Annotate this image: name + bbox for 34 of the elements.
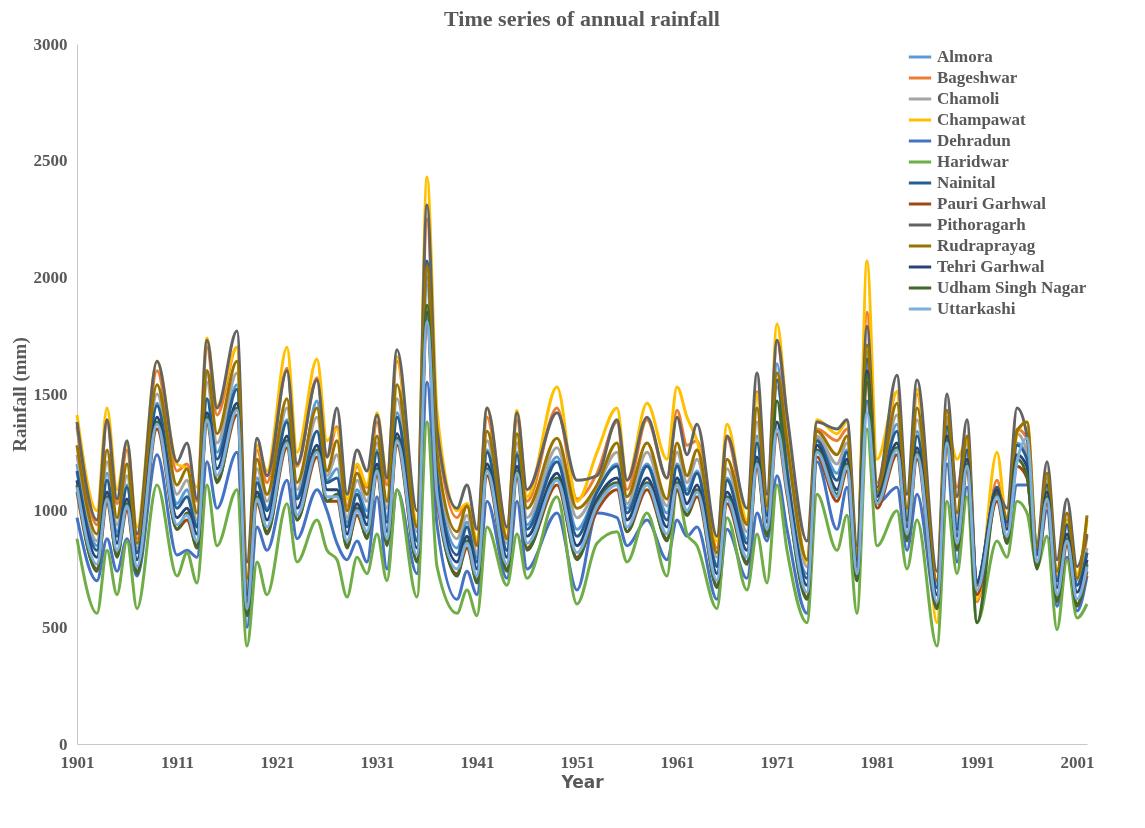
legend-label: Tehri Garhwal [937, 257, 1045, 276]
legend-label: Uttarkashi [937, 299, 1016, 318]
legend-label: Pithoragarh [937, 215, 1027, 234]
legend-label: Dehradun [937, 131, 1012, 150]
legend-label: Haridwar [937, 152, 1010, 171]
legend-label: Nainital [937, 173, 996, 192]
legend-label: Rudraprayag [937, 236, 1036, 255]
y-tick-label: 1500 [33, 384, 68, 404]
chart-title: Time series of annual rainfall [444, 6, 720, 31]
y-axis-title: Rainfall (mm) [8, 337, 31, 452]
y-tick-label: 2000 [33, 267, 68, 287]
x-tick-label: 2001 [1060, 752, 1095, 772]
legend-label: Champawat [937, 110, 1027, 129]
x-axis-title: Year [560, 771, 605, 792]
x-tick-label: 1911 [160, 752, 195, 772]
legend-label: Chamoli [937, 89, 1000, 108]
y-tick-label: 500 [42, 617, 68, 637]
x-tick-label: 1991 [960, 752, 995, 772]
legend-label: Almora [937, 47, 994, 66]
x-tick-label: 1981 [860, 752, 895, 772]
legend-label: Udham Singh Nagar [937, 278, 1087, 297]
x-tick-label: 1901 [60, 752, 95, 772]
legend-label: Pauri Garhwal [937, 194, 1047, 213]
x-tick-label: 1941 [460, 752, 495, 772]
x-tick-label: 1931 [360, 752, 395, 772]
x-tick-label: 1921 [260, 752, 295, 772]
x-tick-label: 1951 [560, 752, 595, 772]
y-tick-label: 2500 [33, 151, 68, 171]
x-tick-label: 1971 [760, 752, 795, 772]
x-tick-label: 1961 [660, 752, 695, 772]
y-tick-label: 0 [59, 734, 68, 754]
legend-label: Bageshwar [937, 68, 1018, 87]
y-tick-label: 1000 [33, 501, 68, 521]
y-tick-label: 3000 [33, 34, 68, 54]
